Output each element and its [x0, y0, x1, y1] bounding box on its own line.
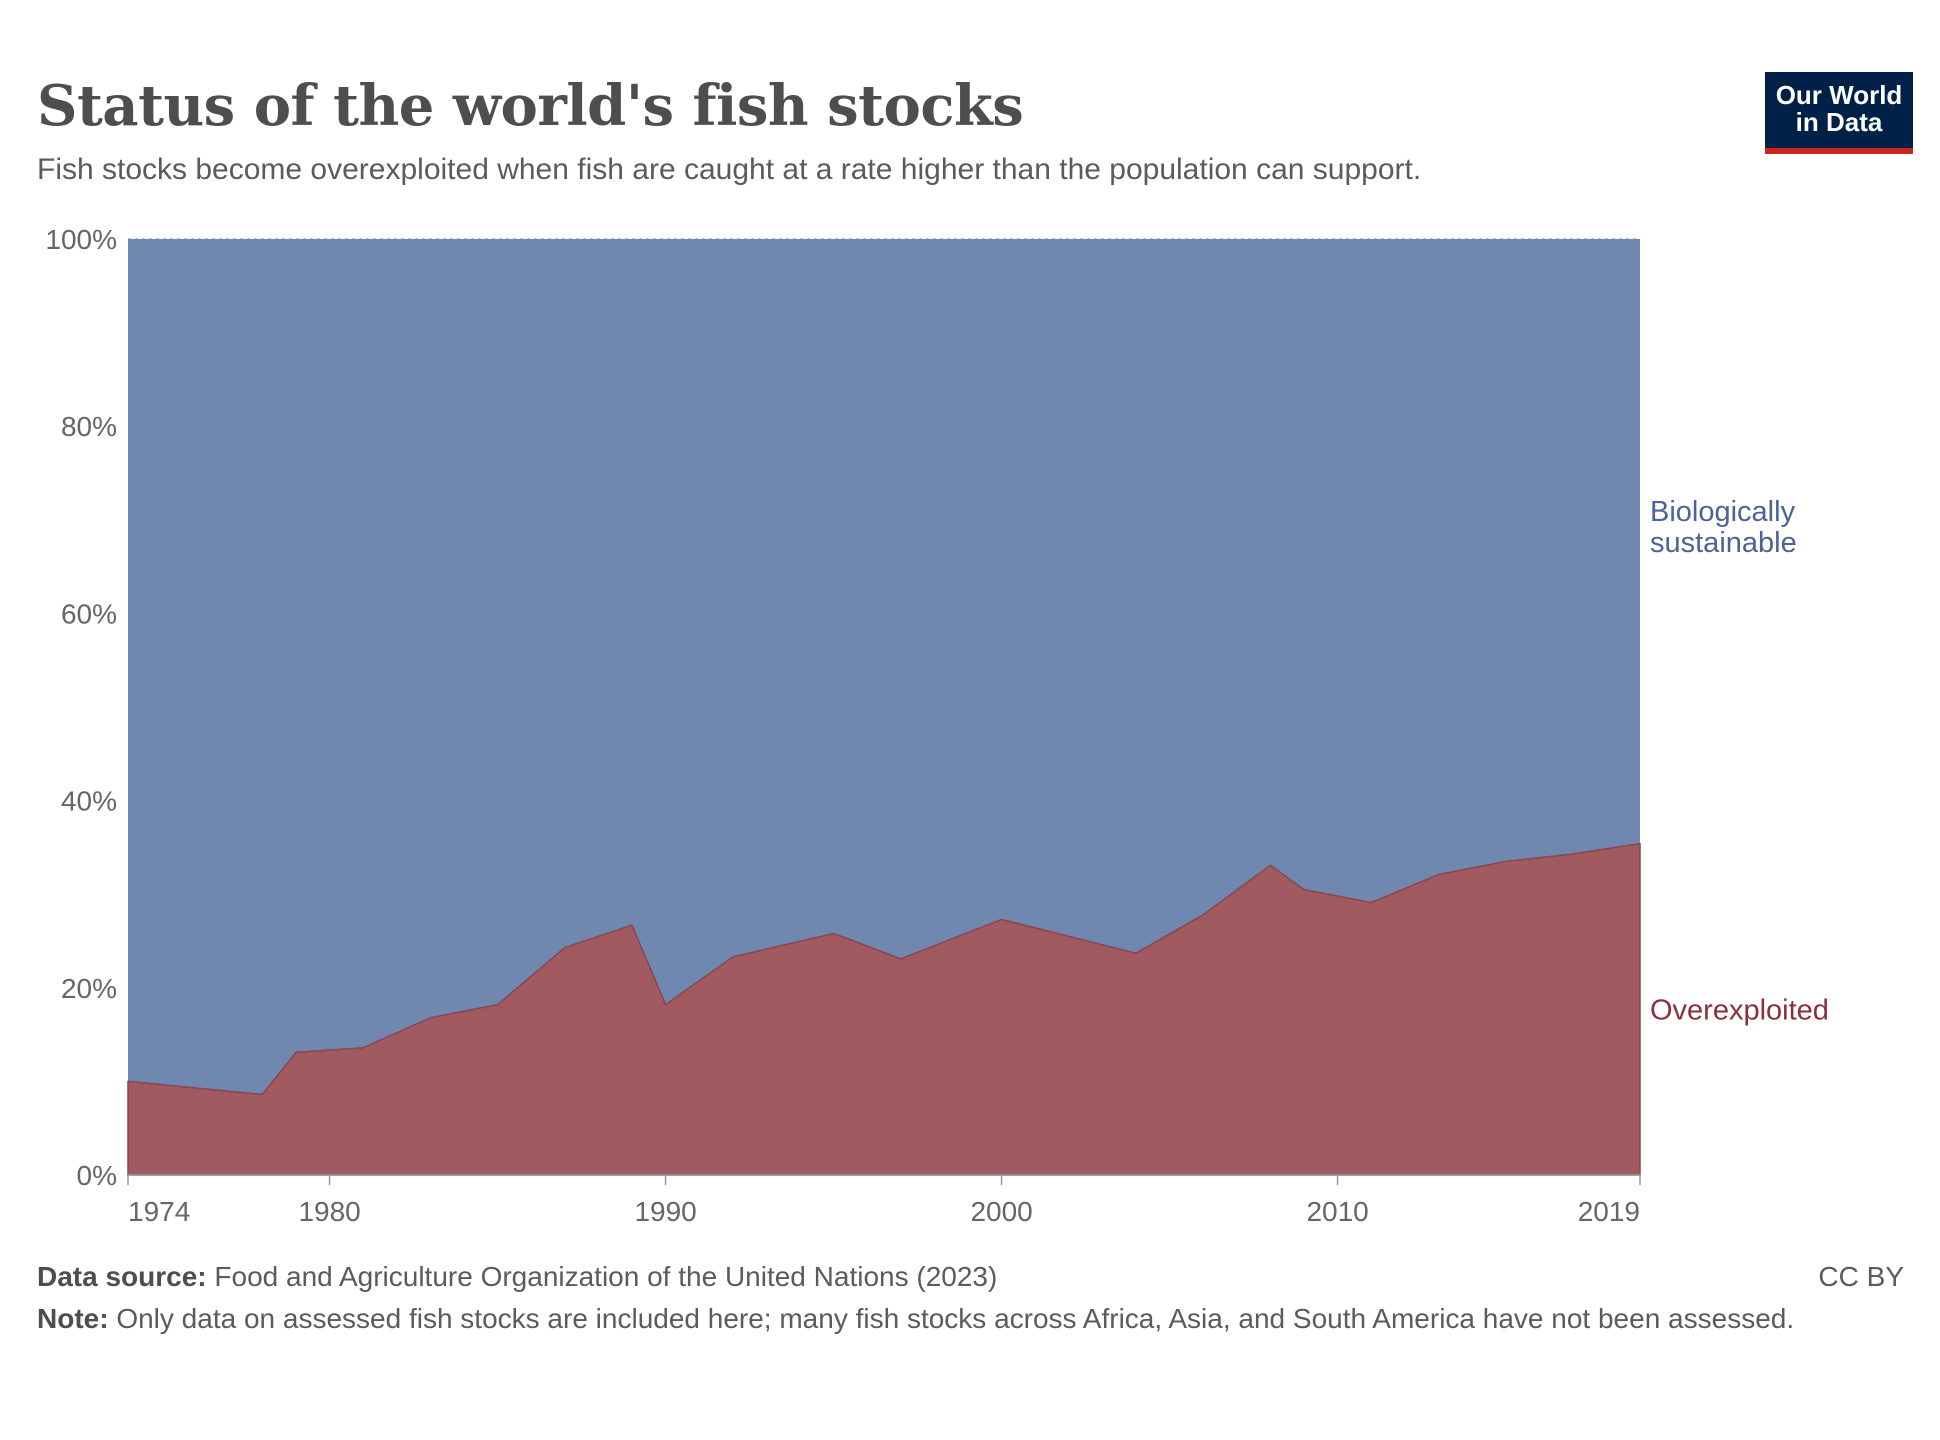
- series-labels: Biologically sustainable Overexploited: [1650, 496, 1829, 1026]
- chart-subtitle: Fish stocks become overexploited when fi…: [37, 153, 1422, 186]
- logo-line-2: in Data: [1795, 107, 1883, 137]
- logo-line-1: Our World: [1775, 80, 1903, 110]
- area-overexploited[interactable]: [127, 842, 1641, 1176]
- area-biologically-sustainable[interactable]: [128, 239, 1640, 1095]
- y-tick-label: 100%: [45, 224, 117, 255]
- x-tick-label: 2000: [970, 1196, 1032, 1227]
- data-source-link[interactable]: Food and Agriculture Organization of the…: [214, 1261, 998, 1292]
- x-axis: 1974 1980 1990 2000 2010 2019: [127, 1174, 1641, 1227]
- area-layer: [127, 239, 1641, 1176]
- note-label: Note:: [37, 1303, 109, 1334]
- x-tick-label: 1974: [128, 1196, 190, 1227]
- x-tick-label: 2010: [1306, 1196, 1368, 1227]
- label-biologically-sustainable-line-1: Biologically: [1650, 496, 1796, 528]
- x-tick-label: 1980: [298, 1196, 360, 1227]
- y-axis-ticks: 0% 20% 40% 60% 80% 100%: [45, 224, 117, 1191]
- owid-logo[interactable]: Our World in Data: [1765, 72, 1913, 154]
- y-tick-label: 80%: [61, 411, 117, 442]
- label-overexploited: Overexploited: [1650, 994, 1829, 1026]
- x-tick-label: 1990: [634, 1196, 696, 1227]
- note-text: Only data on assessed fish stocks are in…: [116, 1303, 1795, 1334]
- label-biologically-sustainable-line-2: sustainable: [1650, 527, 1797, 559]
- data-source-label: Data source:: [37, 1261, 207, 1292]
- license-link[interactable]: CC BY: [1818, 1261, 1904, 1292]
- y-tick-label: 60%: [61, 598, 117, 629]
- y-tick-label: 40%: [61, 786, 117, 817]
- y-tick-label: 20%: [61, 973, 117, 1004]
- data-source: Data source: Food and Agriculture Organi…: [37, 1258, 1797, 1296]
- chart-title: Status of the world's fish stocks: [37, 73, 1024, 139]
- chart-note: Note: Only data on assessed fish stocks …: [37, 1300, 1817, 1338]
- x-tick-label: 2019: [1578, 1196, 1640, 1227]
- stacked-area-chart: 0% 20% 40% 60% 80% 100% 1974 1980 1990 2000 2010 2…: [45, 224, 1829, 1227]
- y-tick-label: 0%: [77, 1160, 117, 1191]
